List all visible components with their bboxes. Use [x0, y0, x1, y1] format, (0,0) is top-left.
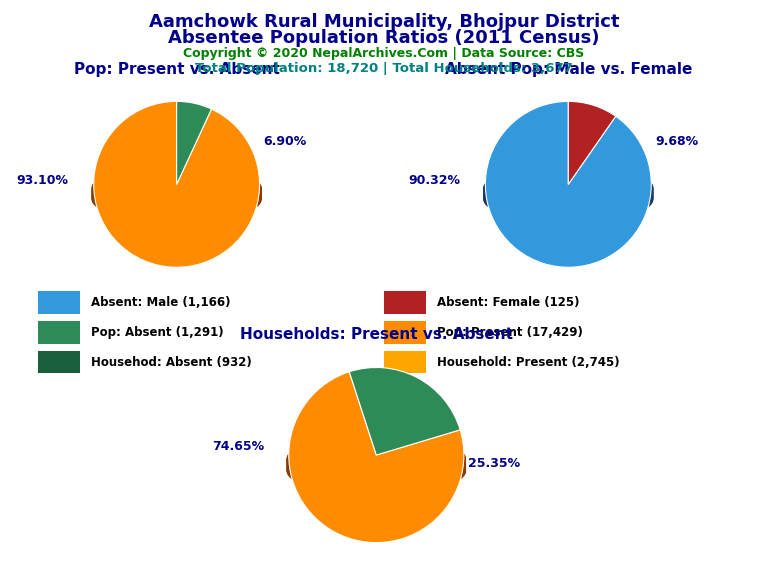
- Ellipse shape: [286, 442, 466, 490]
- Text: 90.32%: 90.32%: [409, 174, 461, 187]
- Ellipse shape: [91, 173, 262, 218]
- Ellipse shape: [286, 445, 466, 493]
- Ellipse shape: [286, 437, 466, 486]
- Ellipse shape: [91, 167, 262, 213]
- Ellipse shape: [286, 436, 466, 484]
- Ellipse shape: [483, 165, 654, 210]
- Ellipse shape: [91, 166, 262, 212]
- Ellipse shape: [483, 174, 654, 219]
- Ellipse shape: [286, 447, 466, 495]
- Ellipse shape: [91, 176, 262, 222]
- Wedge shape: [349, 367, 460, 455]
- FancyBboxPatch shape: [384, 351, 426, 373]
- Text: Absentee Population Ratios (2011 Census): Absentee Population Ratios (2011 Census): [168, 29, 600, 47]
- FancyBboxPatch shape: [38, 351, 80, 373]
- Ellipse shape: [483, 170, 654, 216]
- Text: 74.65%: 74.65%: [212, 440, 264, 453]
- Ellipse shape: [483, 168, 654, 213]
- Ellipse shape: [483, 176, 654, 221]
- Title: Absent Pop: Male vs. Female: Absent Pop: Male vs. Female: [445, 62, 692, 77]
- Text: Total Population: 18,720 | Total Households: 3,677: Total Population: 18,720 | Total Househo…: [195, 62, 573, 75]
- Wedge shape: [289, 372, 464, 543]
- Wedge shape: [94, 101, 260, 267]
- Ellipse shape: [483, 168, 654, 214]
- Ellipse shape: [483, 177, 654, 222]
- Text: 93.10%: 93.10%: [17, 174, 69, 187]
- Ellipse shape: [91, 168, 262, 214]
- Ellipse shape: [286, 440, 466, 488]
- Ellipse shape: [286, 441, 466, 490]
- Ellipse shape: [286, 444, 466, 492]
- Wedge shape: [177, 101, 211, 184]
- Text: Househod: Absent (932): Househod: Absent (932): [91, 356, 252, 369]
- FancyBboxPatch shape: [38, 321, 80, 344]
- Ellipse shape: [286, 446, 466, 495]
- Ellipse shape: [91, 165, 262, 211]
- Ellipse shape: [286, 435, 466, 483]
- Ellipse shape: [91, 172, 262, 218]
- Ellipse shape: [91, 169, 262, 214]
- Ellipse shape: [91, 174, 262, 219]
- Text: Copyright © 2020 NepalArchives.Com | Data Source: CBS: Copyright © 2020 NepalArchives.Com | Dat…: [184, 47, 584, 60]
- Ellipse shape: [286, 434, 466, 483]
- Ellipse shape: [483, 173, 654, 218]
- Text: Household: Present (2,745): Household: Present (2,745): [437, 356, 620, 369]
- Title: Households: Present vs. Absent: Households: Present vs. Absent: [240, 327, 513, 342]
- Ellipse shape: [483, 176, 654, 222]
- FancyBboxPatch shape: [384, 321, 426, 344]
- Text: 6.90%: 6.90%: [263, 135, 307, 147]
- Title: Pop: Present vs. Absent: Pop: Present vs. Absent: [74, 62, 280, 77]
- Ellipse shape: [483, 172, 654, 217]
- Wedge shape: [568, 101, 616, 184]
- Wedge shape: [485, 101, 651, 267]
- Ellipse shape: [91, 177, 262, 222]
- FancyBboxPatch shape: [38, 291, 80, 314]
- Ellipse shape: [483, 175, 654, 221]
- Text: Pop: Present (17,429): Pop: Present (17,429): [437, 326, 583, 339]
- Ellipse shape: [91, 168, 262, 213]
- Ellipse shape: [286, 439, 466, 487]
- FancyBboxPatch shape: [384, 291, 426, 314]
- Ellipse shape: [483, 172, 654, 218]
- Ellipse shape: [286, 438, 466, 486]
- Ellipse shape: [286, 441, 466, 489]
- Ellipse shape: [91, 165, 262, 210]
- Ellipse shape: [483, 171, 654, 217]
- Ellipse shape: [91, 173, 262, 219]
- Ellipse shape: [483, 169, 654, 215]
- Ellipse shape: [91, 172, 262, 217]
- Ellipse shape: [483, 167, 654, 213]
- Ellipse shape: [286, 444, 466, 492]
- Ellipse shape: [483, 173, 654, 219]
- Ellipse shape: [91, 170, 262, 216]
- Text: Pop: Absent (1,291): Pop: Absent (1,291): [91, 326, 223, 339]
- Ellipse shape: [286, 446, 466, 494]
- Text: 9.68%: 9.68%: [655, 135, 699, 147]
- Ellipse shape: [483, 166, 654, 212]
- Ellipse shape: [91, 176, 262, 221]
- Ellipse shape: [286, 439, 466, 487]
- Text: Absent: Male (1,166): Absent: Male (1,166): [91, 296, 230, 309]
- Ellipse shape: [91, 171, 262, 217]
- Ellipse shape: [286, 443, 466, 491]
- Ellipse shape: [91, 175, 262, 221]
- Text: Aamchowk Rural Municipality, Bhojpur District: Aamchowk Rural Municipality, Bhojpur Dis…: [149, 13, 619, 31]
- Text: 25.35%: 25.35%: [468, 457, 521, 470]
- Ellipse shape: [286, 437, 466, 485]
- Ellipse shape: [483, 165, 654, 211]
- Text: Absent: Female (125): Absent: Female (125): [437, 296, 580, 309]
- Ellipse shape: [483, 169, 654, 214]
- Ellipse shape: [91, 169, 262, 215]
